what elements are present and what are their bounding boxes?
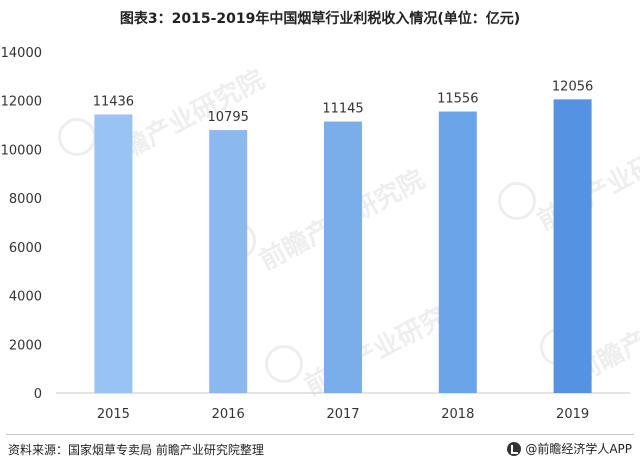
bar-2015 — [94, 114, 133, 393]
x-axis-ticks: 2015 2016 2017 2018 2019 — [97, 407, 589, 422]
y-tick-label: 4000 — [9, 290, 42, 305]
bar-2018 — [438, 111, 477, 393]
bar-2017 — [324, 121, 362, 393]
bar-chart: 0 2000 4000 6000 8000 10000 12000 14000 11436 10… — [1, 46, 630, 422]
x-tick-label: 2015 — [97, 407, 130, 422]
source-note: 资料来源：国家烟草专卖局 前瞻产业研究院整理 — [8, 443, 264, 457]
y-tick-label: 10000 — [1, 143, 42, 158]
watermark-logo-icon — [498, 182, 536, 220]
brand-credit: @前瞻经济学人APP — [507, 440, 632, 457]
y-tick-label: 12000 — [1, 95, 42, 110]
data-label-2018: 11556 — [437, 92, 478, 107]
data-label-2015: 11436 — [93, 94, 134, 109]
y-tick-label: 6000 — [9, 241, 42, 256]
y-tick-label: 0 — [34, 387, 42, 402]
brand-logo-icon — [507, 441, 522, 456]
y-tick-label: 2000 — [9, 338, 42, 353]
bar-2016 — [209, 130, 248, 393]
x-tick-label: 2016 — [212, 407, 245, 422]
x-tick-label: 2018 — [441, 407, 474, 422]
data-label-2016: 10795 — [208, 110, 249, 125]
data-labels-group: 11436 10795 11145 11556 12056 — [93, 79, 594, 125]
y-tick-label: 14000 — [1, 46, 42, 61]
x-tick-label: 2017 — [326, 407, 359, 422]
watermark-logo-icon — [265, 345, 303, 383]
data-label-2017: 11145 — [322, 102, 363, 117]
brand-text: @前瞻经济学人APP — [525, 442, 632, 456]
footer-divider — [6, 434, 634, 435]
bars-group — [94, 99, 592, 394]
bar-2019 — [553, 99, 592, 394]
y-tick-label: 8000 — [9, 192, 42, 207]
x-tick-label: 2019 — [556, 407, 589, 422]
data-label-2019: 12056 — [552, 79, 593, 94]
chart-title: 图表3：2015-2019年中国烟草行业利税收入情况(单位：亿元) — [119, 11, 521, 27]
y-axis-ticks: 0 2000 4000 6000 8000 10000 12000 14000 — [1, 46, 42, 402]
